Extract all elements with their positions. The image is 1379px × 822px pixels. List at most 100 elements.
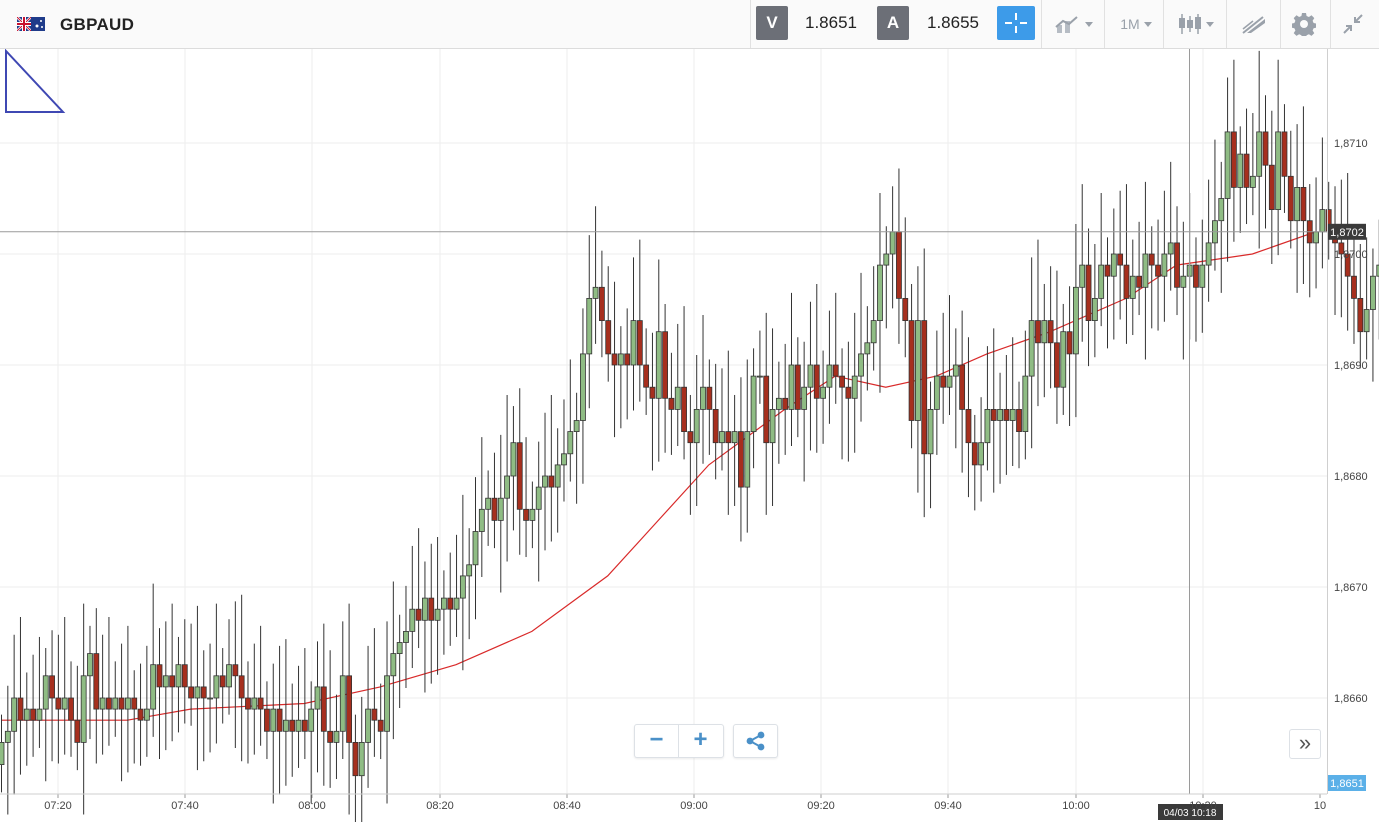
candle-body bbox=[883, 253, 890, 266]
candle-down bbox=[156, 628, 163, 760]
candle-down bbox=[17, 616, 24, 775]
candle-up bbox=[1041, 283, 1048, 398]
settings-button[interactable] bbox=[1274, 0, 1334, 48]
candle-body bbox=[295, 719, 302, 732]
candle-body bbox=[1224, 131, 1231, 199]
candle-body bbox=[478, 508, 485, 532]
candle-body bbox=[978, 442, 984, 466]
candlestick-icon bbox=[1179, 14, 1201, 34]
candle-up bbox=[858, 272, 864, 422]
candle-up bbox=[1199, 219, 1206, 333]
candle-up bbox=[150, 583, 157, 737]
candle-body bbox=[1243, 153, 1250, 188]
candle-up bbox=[801, 341, 808, 482]
candle-body bbox=[1376, 264, 1379, 277]
candle-body bbox=[289, 719, 296, 732]
candle-down bbox=[320, 623, 327, 786]
candle-body bbox=[390, 653, 397, 677]
candle-up bbox=[125, 625, 131, 773]
sell-button[interactable]: V bbox=[756, 6, 788, 40]
candle-body bbox=[23, 708, 30, 721]
candle-body bbox=[30, 708, 37, 721]
candle-up bbox=[674, 323, 681, 447]
candle-up bbox=[1022, 330, 1029, 460]
candle-up bbox=[390, 581, 397, 740]
drawing-tools-button[interactable] bbox=[1224, 0, 1284, 48]
candle-body bbox=[775, 397, 782, 410]
candle-body bbox=[1066, 331, 1073, 355]
candle-up bbox=[978, 397, 984, 502]
candle-body bbox=[946, 375, 953, 388]
candle-down bbox=[181, 619, 188, 724]
candle-body bbox=[1167, 242, 1174, 255]
candle-body bbox=[700, 386, 706, 410]
candle-up bbox=[87, 625, 93, 740]
candle-up bbox=[1249, 113, 1256, 216]
candle-down bbox=[1035, 239, 1041, 407]
candle-up bbox=[1073, 224, 1079, 418]
candle-up bbox=[453, 534, 460, 637]
candle-up bbox=[497, 434, 504, 593]
candle-body bbox=[1054, 342, 1060, 388]
candle-body bbox=[434, 608, 441, 621]
candle-up bbox=[162, 621, 169, 751]
candle-up bbox=[775, 361, 782, 464]
candle-body bbox=[175, 664, 182, 688]
candlestick-button[interactable] bbox=[1166, 0, 1226, 48]
candle-up bbox=[1129, 239, 1136, 336]
candle-body bbox=[99, 697, 106, 710]
candle-body bbox=[156, 664, 163, 688]
double-chevron-right-icon[interactable]: » bbox=[1289, 729, 1321, 759]
candle-body bbox=[649, 386, 656, 399]
candle-body bbox=[415, 608, 422, 621]
candle-down bbox=[1300, 106, 1307, 284]
buy-button[interactable]: A bbox=[877, 6, 909, 40]
candle-down bbox=[68, 661, 74, 757]
collapse-button[interactable] bbox=[1325, 0, 1379, 48]
candle-body bbox=[1104, 264, 1111, 277]
candle-body bbox=[200, 686, 207, 699]
timeframe-button[interactable]: 1M bbox=[1106, 0, 1166, 48]
triangle-drawing-icon[interactable] bbox=[5, 49, 66, 113]
candle-down bbox=[346, 603, 353, 815]
candle-body bbox=[1123, 264, 1130, 299]
candle-body bbox=[232, 664, 239, 677]
candle-body bbox=[529, 508, 536, 521]
candle-body bbox=[169, 675, 176, 688]
candle-down bbox=[643, 328, 650, 415]
candle-body bbox=[845, 386, 852, 399]
candle-body bbox=[162, 675, 169, 688]
share-button[interactable] bbox=[733, 724, 778, 758]
candle-up bbox=[510, 406, 517, 531]
candle-down bbox=[245, 661, 251, 764]
crosshair-button[interactable] bbox=[997, 6, 1035, 40]
y-tick-label: 1,8670 bbox=[1334, 582, 1368, 594]
candle-body bbox=[1110, 253, 1117, 277]
candle-up bbox=[143, 645, 150, 757]
candle-body bbox=[516, 442, 523, 510]
candle-up bbox=[870, 266, 877, 371]
chart-toolbar: GBPAUD V 1.8651 A 1.8655 1M bbox=[0, 0, 1379, 49]
candle-up bbox=[440, 570, 447, 655]
candle-down bbox=[1155, 219, 1161, 331]
x-tick-label: 09:20 bbox=[807, 800, 835, 812]
candle-down bbox=[845, 341, 852, 462]
zoom-out-button[interactable]: − bbox=[649, 726, 664, 753]
chart-type-button[interactable] bbox=[1044, 0, 1104, 48]
crosshair-time-tag bbox=[1158, 804, 1223, 820]
candle-up bbox=[339, 621, 346, 760]
candle-body bbox=[731, 431, 738, 444]
candle-up bbox=[883, 226, 890, 329]
y-tick-label: 1,8700 bbox=[1334, 249, 1368, 261]
candle-up bbox=[561, 399, 567, 502]
candle-body bbox=[333, 730, 340, 743]
candle-body bbox=[769, 408, 776, 444]
candle-down bbox=[447, 552, 454, 646]
candle-up bbox=[194, 605, 201, 771]
zoom-in-button[interactable]: + bbox=[693, 726, 708, 753]
candle-down bbox=[902, 217, 909, 358]
candle-body bbox=[314, 686, 321, 710]
candle-body bbox=[1016, 408, 1022, 432]
candle-down bbox=[921, 248, 928, 518]
